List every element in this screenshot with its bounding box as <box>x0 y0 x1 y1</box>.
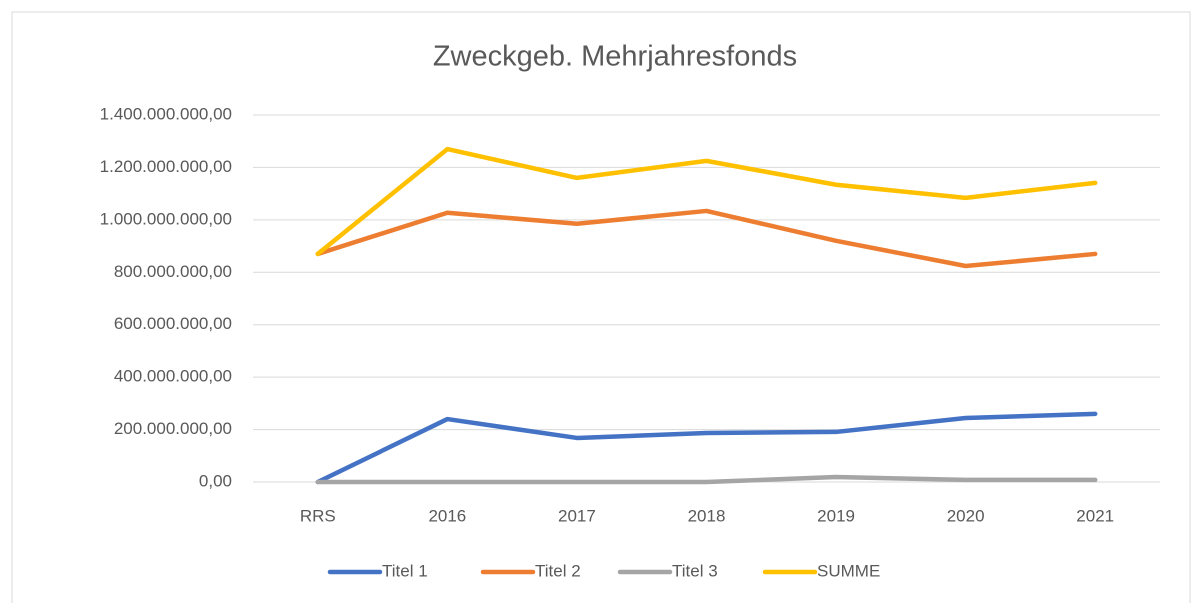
chart-title: Zweckgeb. Mehrjahresfonds <box>433 41 797 73</box>
y-tick-label: 800.000.000,00 <box>114 262 232 281</box>
x-tick-label: 2019 <box>817 506 855 525</box>
y-tick-label: 400.000.000,00 <box>114 367 232 386</box>
x-tick-label: RRS <box>300 506 336 525</box>
legend-label: Titel 3 <box>672 561 718 580</box>
x-tick-label: 2017 <box>558 506 596 525</box>
y-tick-label: 600.000.000,00 <box>114 314 232 333</box>
y-tick-label: 1.200.000.000,00 <box>100 157 232 176</box>
y-tick-label: 1.000.000.000,00 <box>100 209 232 228</box>
x-tick-label: 2016 <box>428 506 466 525</box>
y-tick-label: 200.000.000,00 <box>114 419 232 438</box>
legend-label: SUMME <box>817 561 880 580</box>
series-line <box>315 474 1098 485</box>
legend-label: Titel 2 <box>535 561 581 580</box>
series-line <box>315 411 1098 485</box>
y-tick-label: 1.400.000.000,00 <box>100 104 232 123</box>
x-tick-label: 2021 <box>1076 506 1114 525</box>
x-tick-label: 2020 <box>947 506 985 525</box>
series-line <box>315 146 1098 257</box>
chart-frame <box>11 11 1191 603</box>
series-line <box>315 208 1098 269</box>
x-tick-label: 2018 <box>688 506 726 525</box>
legend-label: Titel 1 <box>382 561 428 580</box>
y-tick-label: 0,00 <box>199 471 232 490</box>
